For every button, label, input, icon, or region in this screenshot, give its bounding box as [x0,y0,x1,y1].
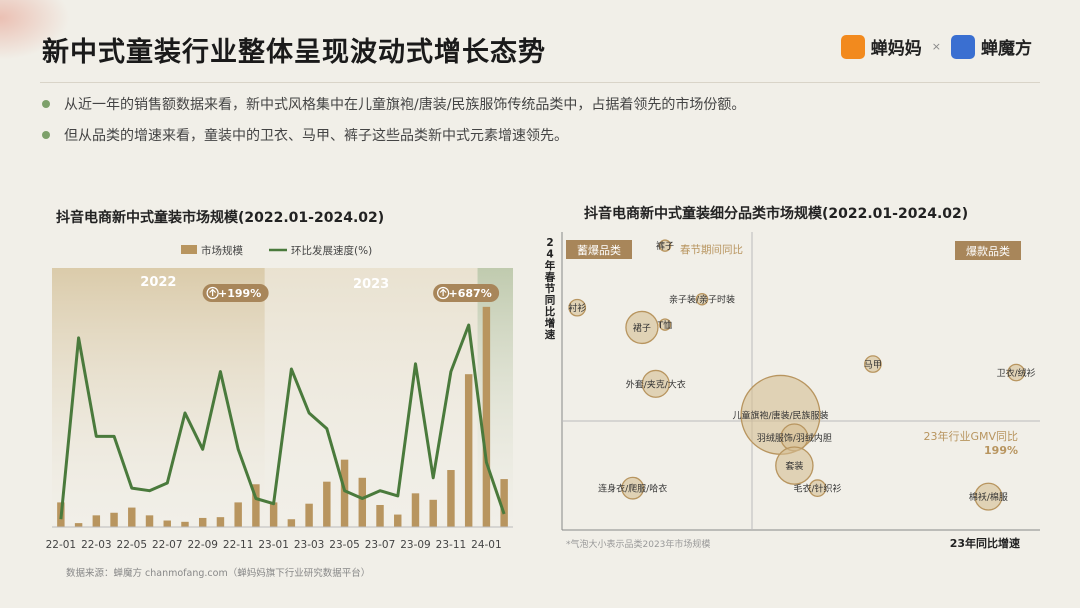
bar-22-11 [234,502,242,527]
bar-23-10 [429,499,437,527]
legend-line-label: 环比发展速度(%) [291,244,372,257]
growth-rate-line [59,323,506,520]
bar-22-10 [216,517,225,527]
bar-23-02 [287,519,296,527]
arrow-up-icon [206,286,219,300]
growth-badge [433,284,500,302]
x-tick-label: 23-05 [329,539,360,551]
growth-badge-label: +687% [449,287,492,300]
bar-23-09 [411,493,420,527]
period-label-2023: 2023 [353,277,389,292]
legend-bar-swatch [181,245,197,254]
bullet-dot-icon [42,131,50,139]
bar-22-02 [74,523,83,527]
bar-23-04 [323,481,331,527]
legend-bar-label: 市场规模 [201,244,243,257]
bar-23-07 [376,504,384,527]
bar-22-08 [181,521,189,527]
chanmofang-logo-icon [951,34,975,59]
bar-23-01 [269,502,278,527]
bar-24-02 [500,479,508,527]
x-tick-label: 23-03 [294,539,325,551]
bar-22-06 [145,515,154,527]
growth-badge [202,284,269,302]
arrow-up-icon [437,286,450,300]
growth-badge-label: +199% [218,287,261,300]
period-band-2022 [52,268,265,527]
bullet-item: 但从品类的增速来看，童装中的卫衣、马甲、裤子这些品类新中式元素增速领先。 [42,125,745,145]
x-tick-label: 24-01 [471,539,502,551]
bar-23-05 [340,459,349,527]
right-chart-title: 抖音电商新中式童装细分品类市场规模(2022.01-2024.02) [584,206,969,222]
header-divider [40,82,1040,83]
bar-22-04 [110,512,118,527]
bullet-item: 从近一年的销售额数据来看，新中式风格集中在儿童旗袍/唐装/民族服饰传统品类中，占… [42,94,745,114]
x-tick-label: 23-07 [365,539,396,551]
bar-22-03 [92,515,101,527]
bar-24-01 [482,306,491,527]
bar-23-08 [394,514,402,527]
corner-decoration [0,0,70,60]
x-tick-label: 22-09 [187,539,218,551]
x-tick-label: 23-11 [436,539,467,551]
page-title: 新中式童装行业整体呈现波动式增长态势 [42,37,546,68]
bar-22-05 [128,507,136,527]
bullet-dot-icon [42,100,50,108]
brand-logos: 蝉妈妈 × 蝉魔方 [840,34,1032,59]
x-tick-label: 22-01 [46,539,77,551]
summary-bullets: 从近一年的销售额数据来看，新中式风格集中在儿童旗袍/唐装/民族服饰传统品类中，占… [42,94,745,156]
x-tick-label: 22-03 [81,539,112,551]
bar-22-07 [163,520,171,527]
logo-separator: × [931,40,941,53]
data-source: 数据来源：蝉魔方 chanmofang.com（蝉妈妈旗下行业研究数据平台） [66,568,371,579]
x-tick-label: 22-07 [152,539,183,551]
bar-23-06 [358,477,367,527]
bar-23-03 [305,503,313,527]
logo-chanmofang-text: 蝉魔方 [981,39,1032,59]
x-tick-label: 22-05 [117,539,148,551]
period-band-2023 [264,268,478,527]
bar-23-11 [447,470,455,527]
x-tick-label: 23-01 [258,539,289,551]
x-tick-label: 23-09 [400,539,431,551]
bar-22-12 [252,484,260,527]
bar-22-09 [198,517,207,527]
bar-23-12 [464,374,473,527]
logo-chanmama-text: 蝉妈妈 [870,39,922,59]
bullet-text: 但从品类的增速来看，童装中的卫衣、马甲、裤子这些品类新中式元素增速领先。 [64,128,568,144]
arrow-up-icon [439,288,447,296]
bullet-text: 从近一年的销售额数据来看，新中式风格集中在儿童旗袍/唐装/民族服饰传统品类中，占… [64,97,746,113]
x-tick-label: 22-11 [223,539,254,551]
chanmama-logo-icon [840,34,865,59]
arrow-up-icon [209,288,217,296]
left-chart-title: 抖音电商新中式童装市场规模(2022.01-2024.02) [56,210,385,226]
period-label-2022: 2022 [140,275,176,290]
